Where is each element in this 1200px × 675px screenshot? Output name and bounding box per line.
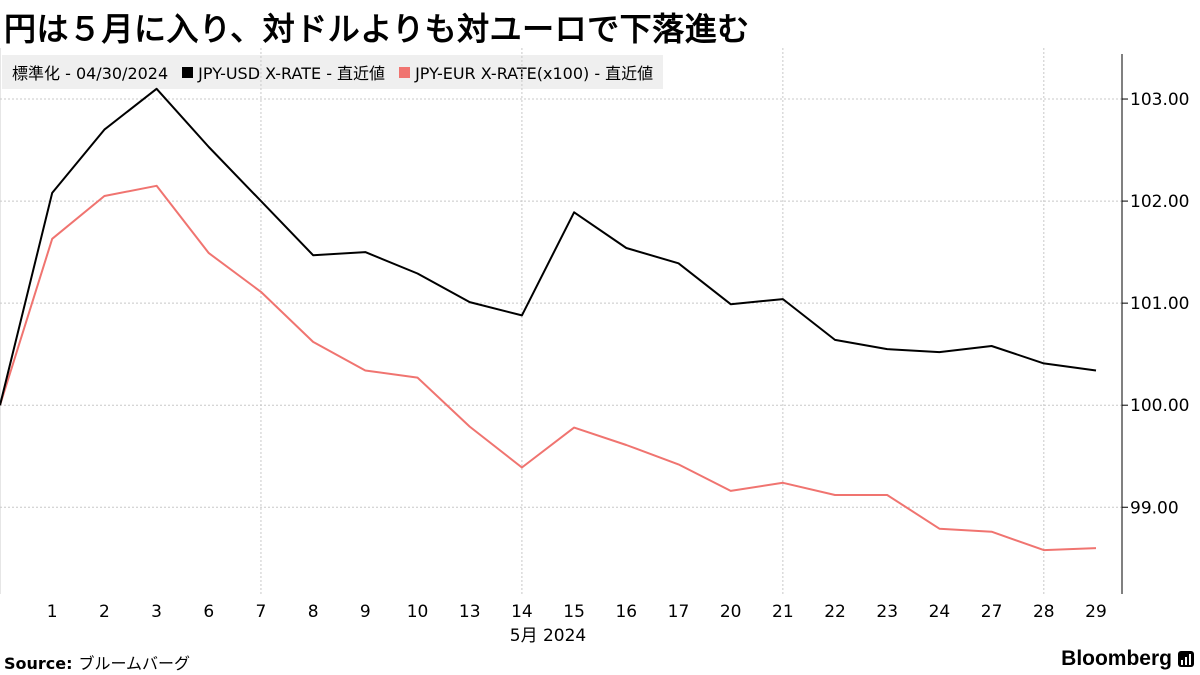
x-tick-label: 13 — [459, 602, 481, 622]
y-tick-label: 101.00 — [1130, 294, 1189, 314]
x-tick-label: 27 — [981, 602, 1003, 622]
brand-logo: Bloomberg — [1061, 647, 1194, 671]
x-tick-label: 16 — [615, 602, 637, 622]
x-tick-label: 20 — [720, 602, 742, 622]
x-tick-label: 17 — [668, 602, 690, 622]
x-tick-label: 21 — [772, 602, 794, 622]
legend-item-eur: JPY-EUR X-RATE(x100) - 直近値 — [399, 60, 653, 84]
x-tick-label: 6 — [203, 602, 214, 622]
y-tick-label: 103.00 — [1130, 90, 1189, 110]
x-tick-label: 24 — [929, 602, 951, 622]
series-line-usd — [0, 87, 1097, 406]
bloomberg-terminal-icon — [1178, 651, 1194, 667]
x-axis-label: 5月 2024 — [510, 626, 586, 646]
legend-label-eur: JPY-EUR X-RATE(x100) - 直近値 — [415, 64, 654, 83]
y-tick-label: 102.00 — [1130, 192, 1189, 212]
x-tick-label: 10 — [407, 602, 429, 622]
brand-name: Bloomberg — [1061, 647, 1172, 670]
y-tick-label: 100.00 — [1130, 396, 1189, 416]
legend-item-usd: JPY-USD X-RATE - 直近値 — [182, 60, 385, 84]
chart-title: 円は５月に入り、対ドルよりも対ユーロで下落進む — [4, 10, 750, 48]
x-tick-label: 29 — [1085, 602, 1107, 622]
x-tick-label: 14 — [511, 602, 533, 622]
x-tick-label: 1 — [47, 602, 58, 622]
legend-normalized: 標準化 - 04/30/2024 — [12, 64, 169, 83]
legend-swatch-eur — [399, 66, 411, 78]
x-tick-label: 23 — [876, 602, 898, 622]
series-line-eur — [0, 184, 1097, 552]
x-tick-label: 9 — [360, 602, 371, 622]
x-tick-label: 3 — [151, 602, 162, 622]
x-tick-label: 8 — [308, 602, 319, 622]
x-tick-label: 22 — [824, 602, 846, 622]
x-tick-label: 28 — [1033, 602, 1055, 622]
y-tick-label: 99.00 — [1130, 498, 1179, 518]
source-text: ブルームバーグ — [78, 654, 191, 673]
x-tick-label: 15 — [563, 602, 585, 622]
legend-swatch-usd — [182, 66, 194, 78]
legend: 標準化 - 04/30/2024 JPY-USD X-RATE - 直近値 JP… — [2, 55, 664, 89]
source-note: Source: ブルームバーグ — [4, 650, 190, 674]
legend-label-usd: JPY-USD X-RATE - 直近値 — [198, 64, 386, 83]
x-tick-label: 2 — [99, 602, 110, 622]
x-tick-label: 7 — [256, 602, 267, 622]
source-label: Source: — [4, 654, 73, 673]
